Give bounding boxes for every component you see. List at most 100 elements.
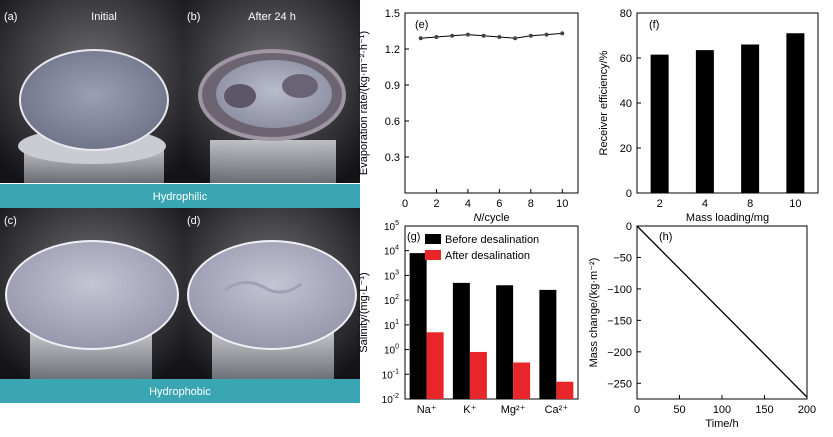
chart-e-xtick-label: 4 [465,198,471,210]
chart-h-xtick-label: 0 [634,404,640,416]
chart-f-ytick-label: 0 [626,188,632,200]
chart-g-bar-before [409,253,427,399]
chart-h-mass-change: 0 50 100 150 200 0 −50 −100 −150 −200 −250 (h) Time/… [588,221,816,430]
chart-e-point [513,36,518,41]
chart-e-point [465,32,470,37]
chart-g-ytick-label: 103 [384,269,399,282]
chart-f-bar [786,33,805,193]
chart-f-xtick-label: 4 [702,198,708,210]
chart-f-xtick-label: 10 [789,198,801,210]
chart-f-xtick-label: 8 [747,198,753,210]
chart-f-ytick-label: 80 [620,8,632,20]
chart-h-ylabel: Mass change/(kg·m⁻²) [588,258,600,368]
chart-g-ytick-label: 10-2 [382,393,399,406]
chart-h-ytick-label: −150 [607,315,632,327]
chart-g-xtick-label: K⁺ [463,404,476,416]
chart-g-frame [404,225,579,400]
chart-e-ytick-label: 0.3 [385,152,400,164]
chart-g-ytick-label: 100 [384,344,399,357]
photo-tag-b: (b) [187,11,200,23]
charts-area: 0 2 4 6 8 10 0.3 0.6 0.9 1.2 1.5 (e) N/cycle Evaporat… [358,8,819,430]
hydrophilic-label: Hydrophilic [153,191,208,203]
hydrophilic-banner: Hydrophilic [0,184,360,208]
chart-e-xtick-label: 6 [496,198,502,210]
chart-e-ylabel: Evaporation rate/(kg·m⁻²·h⁻¹) [358,31,370,175]
chart-e-point [497,35,502,39]
photo-panels: (a) Initial (b) After 24 h Hydrophilic (… [0,0,360,403]
chart-f-bar [650,54,669,193]
chart-f-xtick-label: 2 [657,198,663,210]
chart-h-xtick-label: 100 [713,404,731,416]
chart-f-receiver-efficiency: 0 20 40 60 80 2 4 8 10 (f) Mass loading/mg Receiver… [598,8,819,224]
chart-f-ytick-label: 20 [620,143,632,155]
chart-h-tag: (h) [659,231,672,243]
hydrophobic-label: Hydrophobic [149,386,211,398]
chart-g-bar-before [452,282,470,399]
chart-h-ytick-label: −100 [607,284,632,296]
chart-e-ytick-label: 0.6 [385,116,400,128]
chart-f-xlabel: Mass loading/mg [686,212,769,224]
chart-f-bar [741,44,760,193]
chart-h-ytick-label: −250 [607,378,632,390]
chart-g-xtick-label: Na⁺ [417,404,437,416]
chart-g-salinity: 10-2 10-1 100 101 102 103 104 105 Na⁺ K⁺ Mg²⁺ Ca²⁺ B… [358,220,579,416]
chart-f-tag: (f) [649,19,659,31]
chart-f-ytick-label: 40 [620,98,632,110]
hydrophobic-banner: Hydrophobic [0,379,360,403]
chart-g-legend-label: Before desalination [445,234,539,246]
chart-g-bar-after [513,362,531,399]
chart-g-tag: (g) [407,231,420,243]
chart-e-point [450,33,455,38]
chart-e-xlabel: N/cycle [473,212,509,224]
chart-g-xtick-label: Ca²⁺ [545,404,569,416]
chart-e-xtick-label: 10 [556,198,568,210]
photo-tag-d: (d) [187,215,200,227]
photo-label-a: Initial [91,11,117,23]
chart-g-bar-after [469,351,487,399]
chart-h-series-line [636,225,808,398]
photo-label-b: After 24 h [248,11,296,23]
photo-panel-a: (a) Initial [0,0,184,183]
chart-h-xlabel: Time/h [705,418,738,430]
chart-g-ytick-label: 101 [384,319,399,332]
chart-h-xtick-label: 50 [673,404,685,416]
photo-panel-c: (c) [0,208,184,379]
chart-e-point [560,31,565,36]
photo-tag-c: (c) [4,215,17,227]
chart-e-point [434,35,439,39]
chart-f-bar [695,50,714,193]
chart-h-xtick-label: 200 [798,404,816,416]
chart-e-ytick-label: 0.9 [385,80,400,92]
chart-e-tag: (e) [415,19,428,31]
chart-e-series-line [420,32,563,39]
chart-g-bar-before [539,289,557,399]
chart-g-legend-swatch [425,250,441,260]
chart-g-bar-before [496,285,514,399]
photo-panel-b: (b) After 24 h [184,0,360,183]
chart-g-bar-after [426,332,444,399]
chart-e-ytick-label: 1.5 [385,8,400,20]
chart-g-ytick-label: 105 [384,220,399,233]
chart-f-ytick-label: 60 [620,53,632,65]
chart-e-ytick-label: 1.2 [385,44,400,56]
chart-h-xtick-label: 150 [755,404,773,416]
chart-g-ylabel: Salinity/(mg·L⁻¹) [358,272,370,352]
chart-h-ytick-label: 0 [626,221,632,233]
chart-g-bar-after [556,381,574,399]
chart-e-point [418,36,423,41]
chart-e-point [544,32,549,37]
chart-e-frame [404,12,579,194]
chart-g-legend-swatch [425,234,441,244]
chart-g-ytick-label: 102 [384,294,399,307]
chart-e-xtick-label: 8 [528,198,534,210]
chart-e-point [481,33,486,38]
chart-e-xtick-label: 2 [433,198,439,210]
chart-e-evaporation-rate: 0 2 4 6 8 10 0.3 0.6 0.9 1.2 1.5 (e) N/cycle Evaporat… [358,8,579,224]
chart-e-point [528,33,533,38]
chart-e-xtick-label: 0 [402,198,408,210]
chart-g-ytick-label: 10-1 [382,368,399,381]
chart-g-xtick-label: Mg²⁺ [501,404,526,416]
chart-g-ytick-label: 104 [384,245,399,258]
chart-h-ytick-label: −50 [613,252,632,264]
chart-f-ylabel: Receiver efficiency/% [598,50,610,155]
